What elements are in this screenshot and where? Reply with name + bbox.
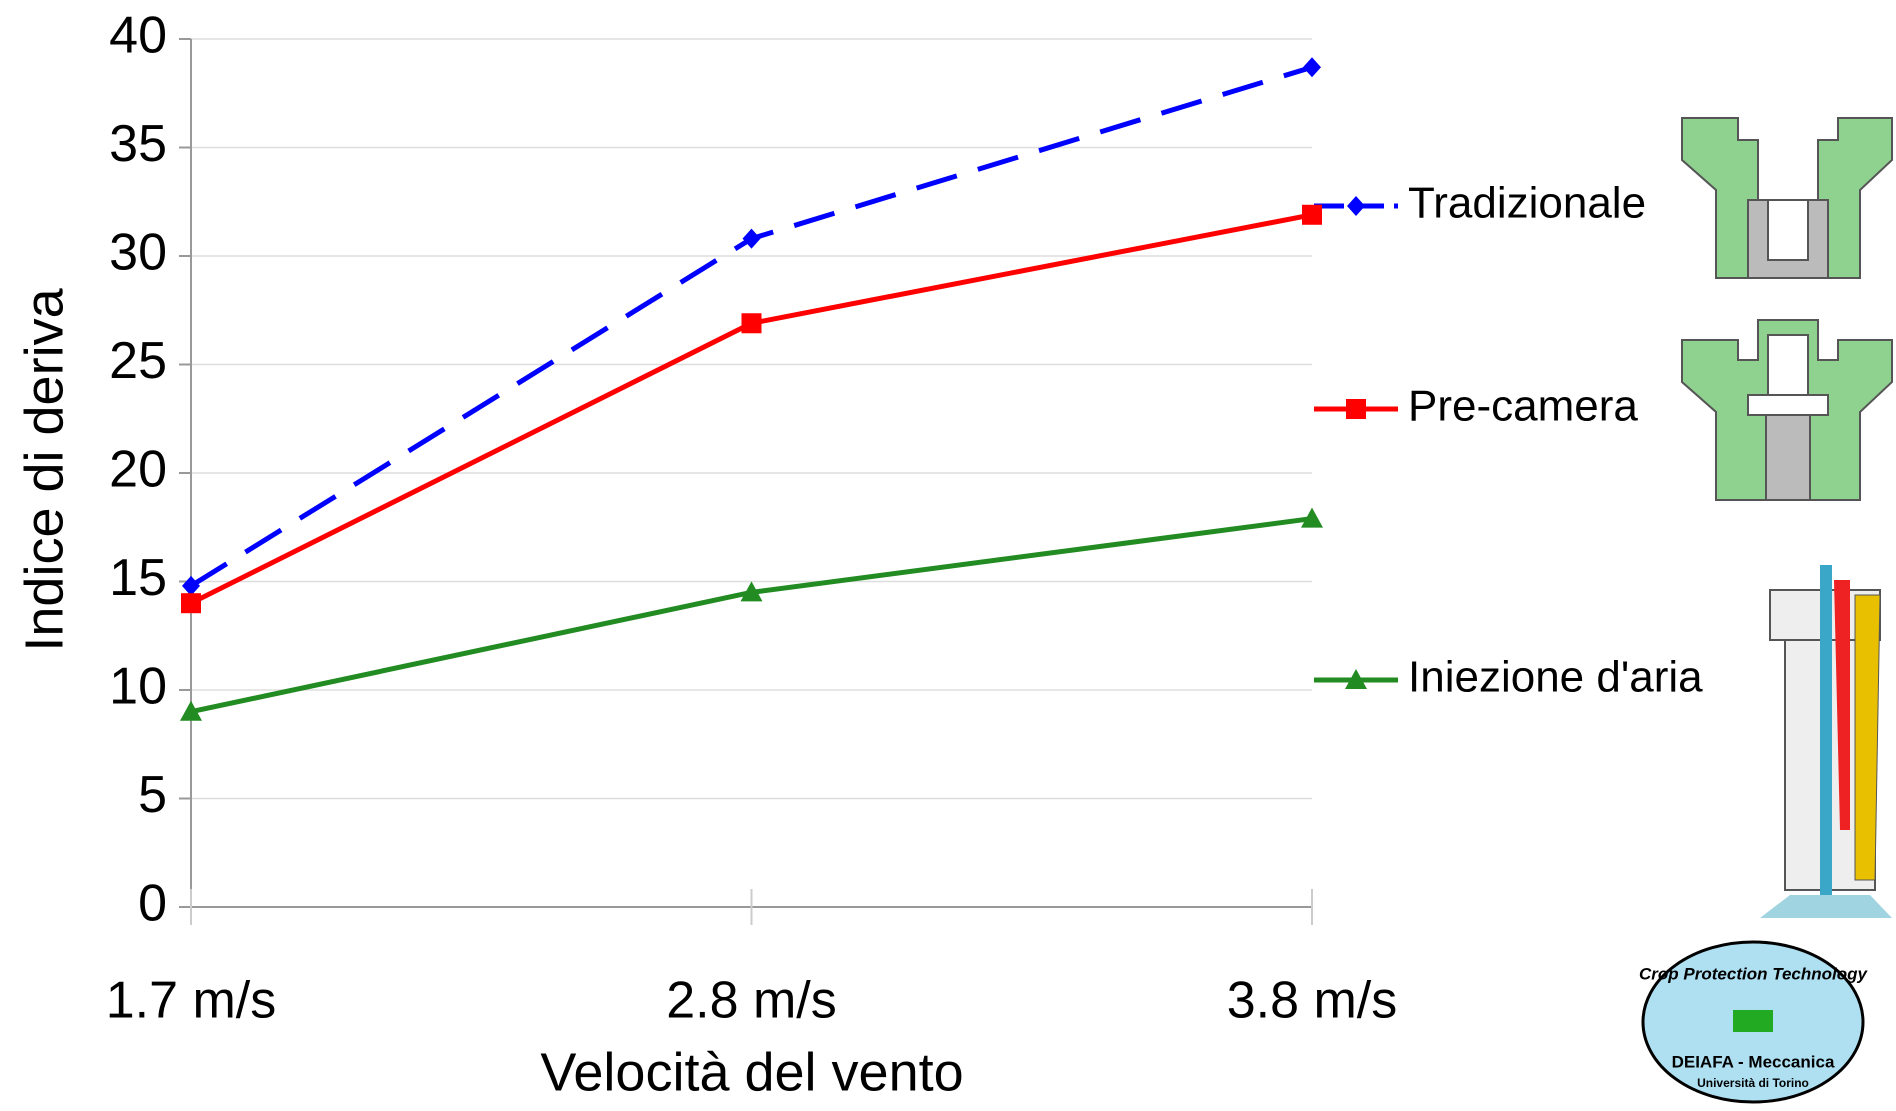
y-tick-label: 20 xyxy=(109,441,167,499)
nozzle-prechamber xyxy=(1682,320,1892,500)
point xyxy=(742,313,762,333)
logo: Crop Protection Technology DEIAFA - Mecc… xyxy=(1639,942,1868,1102)
logo-ring: Crop Protection Technology xyxy=(1639,964,1868,983)
y-tick-label: 15 xyxy=(109,549,167,607)
y-tick-label: 35 xyxy=(109,115,167,173)
y-tick-label: 5 xyxy=(138,766,167,824)
y-tick-label: 10 xyxy=(109,658,167,716)
point xyxy=(743,229,761,249)
x-axis-title: Velocità del vento xyxy=(540,1042,963,1102)
logo-name: DEIAFA - Meccanica xyxy=(1672,1052,1835,1071)
legend-marker xyxy=(1346,399,1366,419)
legend-label: Pre-camera xyxy=(1408,382,1638,431)
y-tick-label: 40 xyxy=(109,7,167,65)
logo-place: Università di Torino xyxy=(1697,1076,1809,1090)
y-tick-label: 0 xyxy=(138,875,167,933)
y-tick-label: 30 xyxy=(109,224,167,282)
nozzle-traditional xyxy=(1682,118,1892,278)
series-line xyxy=(191,215,1312,603)
y-tick-label: 25 xyxy=(109,332,167,390)
legend-marker xyxy=(1347,196,1365,216)
legend-label: Iniezione d'aria xyxy=(1408,653,1703,702)
x-tick-label: 1.7 m/s xyxy=(106,972,277,1030)
y-axis-title: Indice di deriva xyxy=(14,287,74,651)
x-tick-label: 2.8 m/s xyxy=(666,972,837,1030)
x-tick-label: 3.8 m/s xyxy=(1227,972,1398,1030)
point xyxy=(182,576,200,596)
legend-label: Tradizionale xyxy=(1408,179,1646,228)
point xyxy=(181,593,201,613)
point xyxy=(1302,205,1322,225)
point xyxy=(1303,57,1321,77)
chart: Indice di deriva Velocità del vento Crop… xyxy=(0,0,1896,1106)
nozzle-air-injection xyxy=(1760,565,1892,918)
series-line xyxy=(191,519,1312,712)
